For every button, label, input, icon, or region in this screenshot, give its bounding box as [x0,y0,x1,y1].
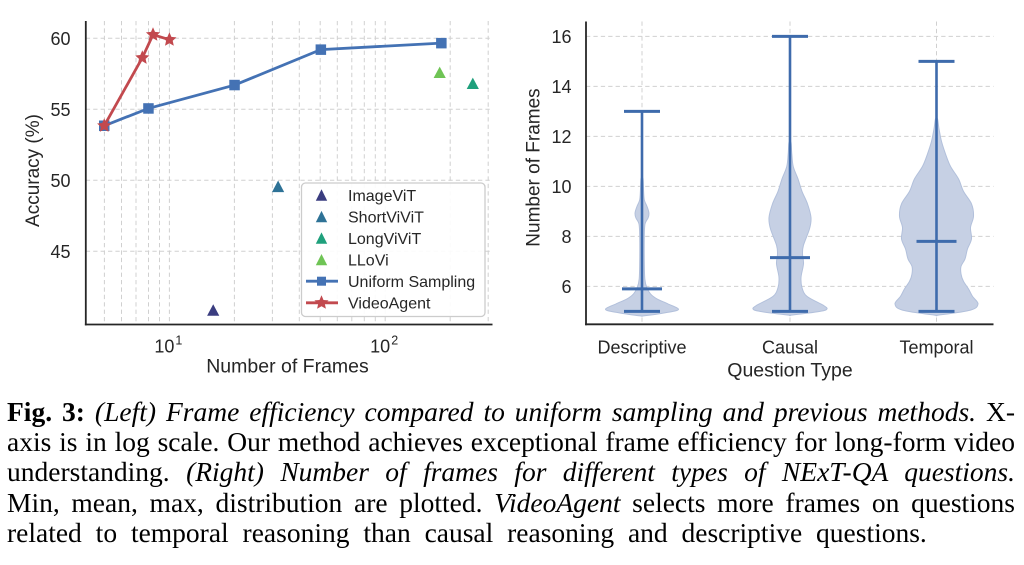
svg-text:ImageViT: ImageViT [348,188,416,205]
svg-text:VideoAgent: VideoAgent [348,296,431,313]
svg-text:50: 50 [50,171,70,191]
svg-text:2: 2 [391,334,398,348]
svg-text:45: 45 [50,242,70,262]
svg-text:12: 12 [551,127,571,147]
svg-text:Descriptive: Descriptive [597,338,686,358]
svg-text:Causal: Causal [762,338,818,358]
svg-text:10: 10 [551,177,571,197]
svg-text:55: 55 [50,100,70,120]
svg-text:LongViViT: LongViViT [348,231,421,248]
svg-text:Number of Frames: Number of Frames [524,88,545,246]
svg-text:Number of Frames: Number of Frames [206,356,369,378]
svg-text:6: 6 [561,277,571,297]
svg-text:LLoVi: LLoVi [348,253,389,270]
svg-text:60: 60 [50,29,70,49]
svg-text:8: 8 [561,227,571,247]
svg-text:10: 10 [370,337,390,357]
svg-text:Temporal: Temporal [899,338,973,358]
svg-text:10: 10 [154,337,174,357]
svg-text:1: 1 [175,334,182,348]
svg-text:Uniform Sampling: Uniform Sampling [348,274,475,291]
svg-text:14: 14 [551,77,571,97]
svg-text:ShortViViT: ShortViViT [348,210,424,227]
svg-text:16: 16 [551,27,571,47]
svg-text:Accuracy (%): Accuracy (%) [23,114,44,227]
svg-text:Question Type: Question Type [727,360,852,382]
